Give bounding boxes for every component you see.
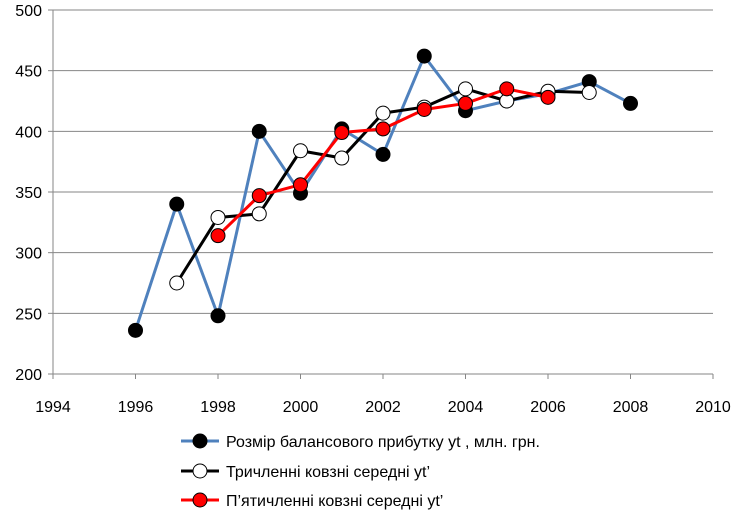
series-layer <box>128 48 638 338</box>
data-point <box>210 308 226 324</box>
legend-label: Тричленні ковзні середні yt’ <box>226 464 430 481</box>
y-ticks: 200 250 300 350 400 450 500 <box>15 3 53 384</box>
y-tick-label: 500 <box>15 3 42 20</box>
data-point <box>540 89 556 105</box>
x-tick-label: 1998 <box>200 399 236 416</box>
legend-label: П’ятичленні ковзні середні yt’ <box>226 493 443 510</box>
data-point <box>293 143 308 159</box>
data-point <box>458 81 473 97</box>
legend-item-2: Тричленні ковзні середні yt’ <box>181 463 430 481</box>
data-point <box>251 188 267 204</box>
data-point <box>334 150 350 166</box>
legend-item-3: П’ятичленні ковзні середні yt’ <box>181 492 443 510</box>
data-point <box>251 206 267 222</box>
data-point <box>416 48 432 64</box>
data-point <box>416 101 432 117</box>
y-tick-label: 300 <box>15 246 42 263</box>
data-point <box>169 275 185 291</box>
y-tick-label: 450 <box>15 64 42 81</box>
data-point <box>293 177 308 193</box>
data-point <box>499 81 515 97</box>
data-point <box>458 95 473 111</box>
y-tick-label: 350 <box>15 185 42 202</box>
series-3 <box>210 81 556 244</box>
x-tick-label: 2008 <box>613 399 649 416</box>
data-point <box>623 95 638 111</box>
legend-marker <box>192 433 208 449</box>
data-point <box>375 105 391 121</box>
legend-label: Розмір балансового прибутку yt , млн. гр… <box>226 434 540 451</box>
x-tick-label: 2000 <box>283 399 319 416</box>
x-tick-label: 1996 <box>118 399 154 416</box>
data-point <box>210 228 226 244</box>
x-tick-label: 2006 <box>530 399 566 416</box>
x-tick-label: 2002 <box>365 399 401 416</box>
data-point <box>334 125 350 141</box>
data-point <box>128 322 143 338</box>
data-point <box>375 146 391 162</box>
legend-marker <box>192 463 208 479</box>
data-point <box>210 209 226 225</box>
data-point <box>375 121 391 137</box>
data-point <box>251 123 267 139</box>
legend: Розмір балансового прибутку yt , млн. гр… <box>181 433 540 510</box>
x-ticks: 1994 1996 1998 2000 2002 2004 2006 2008 2010 <box>35 374 731 416</box>
x-tick-label: 1994 <box>35 399 71 416</box>
legend-marker <box>192 492 208 508</box>
data-point <box>169 196 185 212</box>
series-line <box>134 54 632 331</box>
y-tick-label: 400 <box>15 124 42 141</box>
data-point <box>581 85 597 101</box>
legend-item-1: Розмір балансового прибутку yt , млн. гр… <box>181 433 540 451</box>
series-2 <box>169 81 597 291</box>
y-tick-label: 250 <box>15 306 42 323</box>
y-tick-label: 200 <box>15 367 42 384</box>
x-tick-label: 2004 <box>448 399 484 416</box>
gridlines <box>53 9 713 314</box>
x-tick-label: 2010 <box>695 399 731 416</box>
